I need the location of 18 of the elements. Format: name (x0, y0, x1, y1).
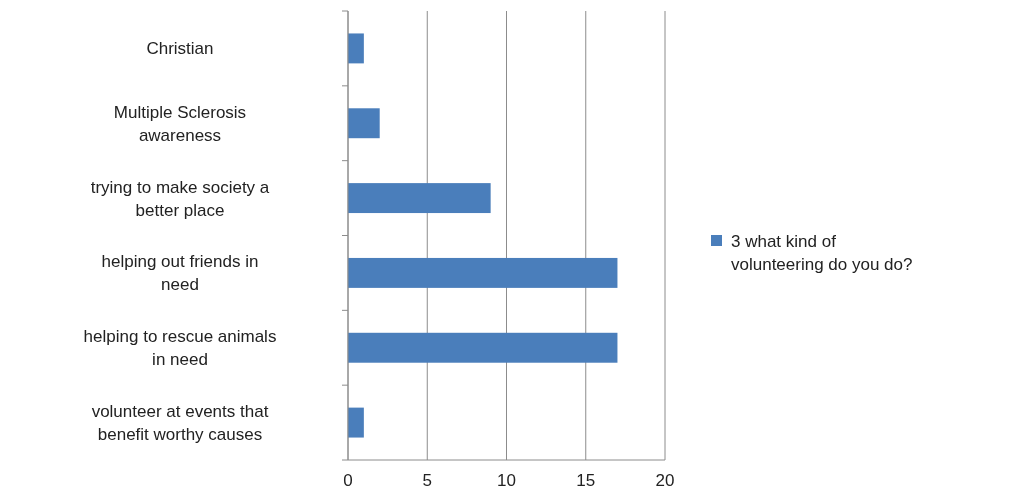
y-tick-label: trying to make society a better place (90, 177, 270, 220)
x-tick-label: 10 (497, 471, 516, 489)
legend-label: 3 what kind of volunteering do you do? (731, 232, 913, 274)
y-tick-label: Multiple Sclerosis awareness (113, 102, 247, 145)
x-tick-label: 5 (422, 471, 432, 489)
x-tick-label: 20 (655, 471, 675, 489)
bar (348, 33, 364, 64)
x-tick-label: 0 (343, 471, 353, 489)
y-tick-label: helping to rescue animals in need (83, 327, 277, 370)
y-tick-label: volunteer at events that benefit worthy causes (91, 402, 269, 445)
bar (348, 183, 491, 214)
bar (348, 332, 618, 363)
bar (348, 108, 380, 139)
bar (348, 407, 364, 438)
y-tick-label: Christian (146, 39, 214, 59)
bar (348, 257, 618, 288)
x-tick-label: 15 (576, 471, 596, 489)
y-tick-label: helping out friends in need (101, 252, 259, 295)
